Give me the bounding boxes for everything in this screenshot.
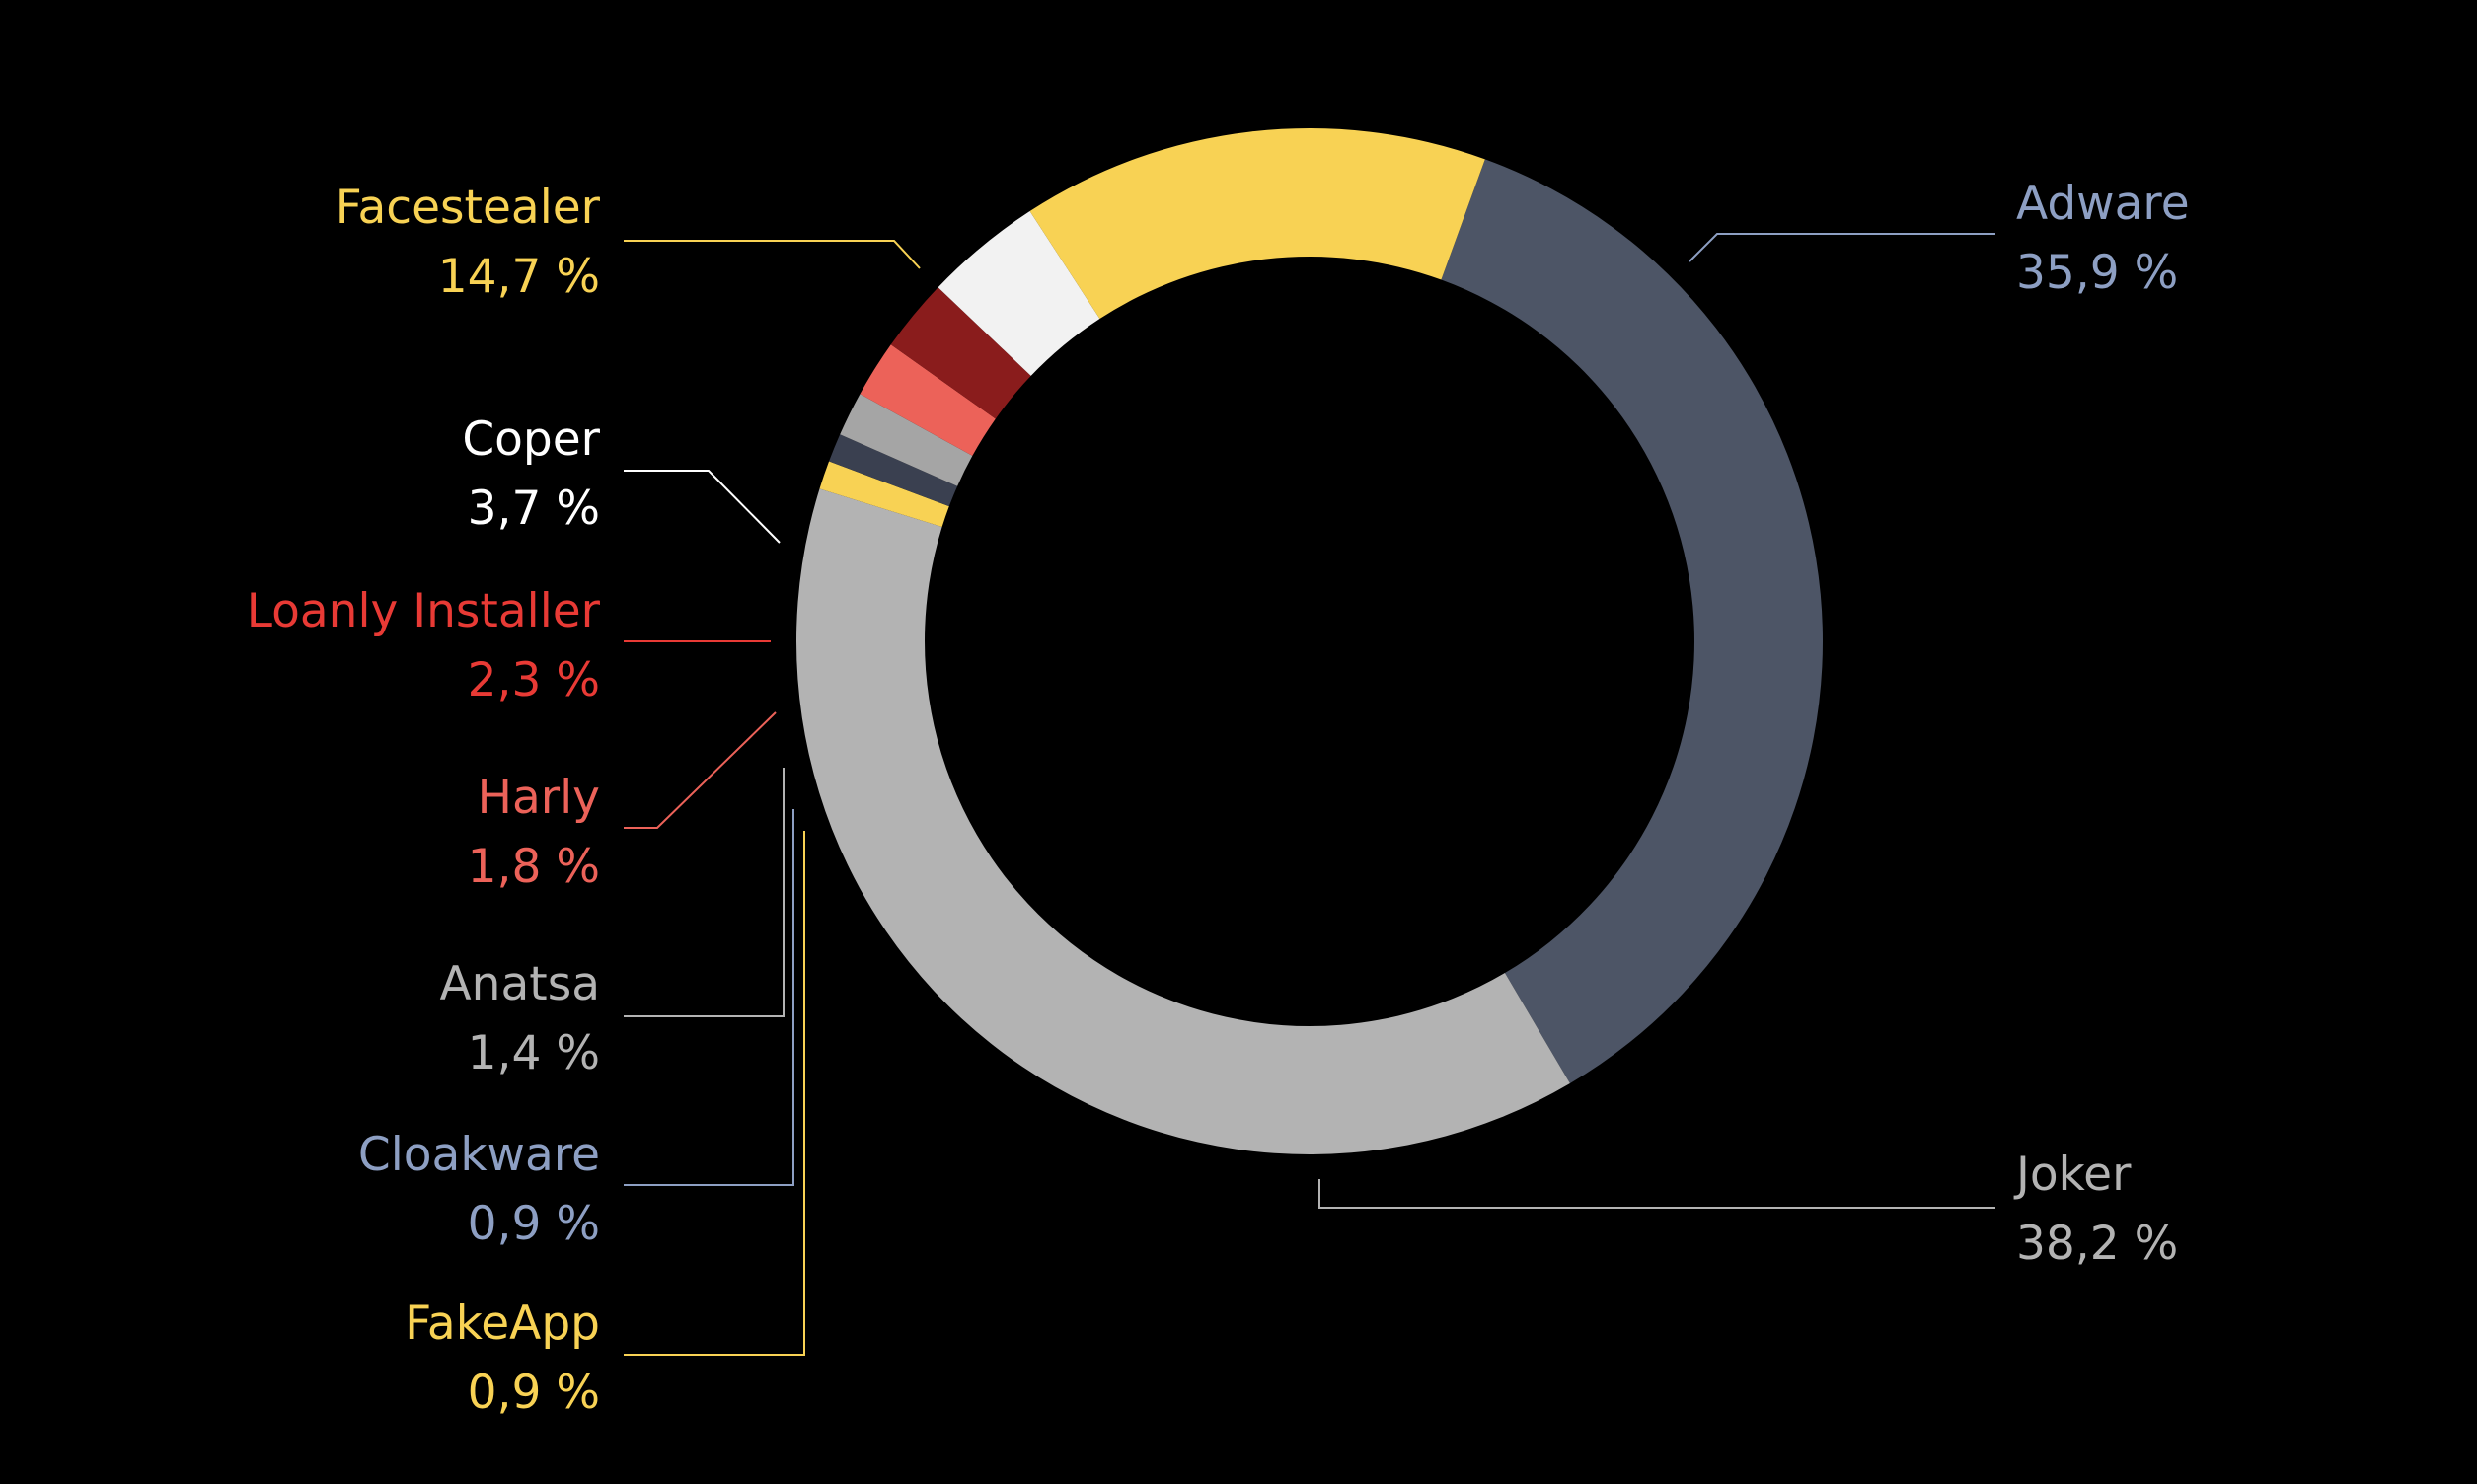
data-label-fakeapp: 0,9 % <box>468 1366 600 1420</box>
slice-adware <box>1441 159 1824 1084</box>
data-label-cloakware: 0,9 % <box>468 1197 600 1251</box>
slice-coper <box>938 211 1100 376</box>
slice-loanly-installer <box>890 287 1031 419</box>
leader-line-joker <box>1318 1179 1995 1209</box>
data-label-joker: 38,2 % <box>2016 1217 2178 1271</box>
slice-cloakware <box>829 434 958 507</box>
leader-line-fakeapp <box>624 831 805 1356</box>
legend-name-harly: Harly <box>478 771 600 825</box>
slice-harly <box>860 344 996 456</box>
data-label-anatsa: 1,4 % <box>468 1026 600 1080</box>
legend-name-facestealer: Facestealer <box>336 181 601 235</box>
legend-name-coper: Coper <box>462 412 600 467</box>
legend-name-joker: Joker <box>2013 1148 2132 1202</box>
legend-name-cloakware: Cloakware <box>358 1128 600 1182</box>
slice-fakeapp <box>819 461 949 528</box>
slice-anatsa <box>840 394 973 486</box>
slice-facestealer <box>1029 128 1485 320</box>
legend-labels: Adware 35,9 % Joker 38,2 % FakeApp 0,9 % Cloak… <box>247 177 2190 1420</box>
leader-line-facestealer <box>624 240 921 269</box>
leader-line-harly <box>624 711 777 829</box>
legend-name-adware: Adware <box>2016 177 2190 231</box>
legend-name-fakeapp: FakeApp <box>405 1297 600 1351</box>
slice-joker <box>795 488 1570 1155</box>
donut-slices <box>795 128 1824 1155</box>
leader-line-cloakware <box>624 809 794 1186</box>
data-label-loanly-installer: 2,3 % <box>468 653 600 707</box>
legend-name-loanly-installer: Loanly Installer <box>247 584 601 638</box>
data-label-adware: 35,9 % <box>2016 246 2178 300</box>
data-label-coper: 3,7 % <box>468 482 600 536</box>
leader-line-adware <box>1689 233 1995 262</box>
data-label-harly: 1,8 % <box>468 840 600 894</box>
leader-line-coper <box>624 470 781 544</box>
legend-name-anatsa: Anatsa <box>440 957 600 1011</box>
leader-line-anatsa <box>624 768 785 1017</box>
leader-lines <box>624 233 1995 1356</box>
data-label-facestealer: 14,7 % <box>438 250 600 304</box>
